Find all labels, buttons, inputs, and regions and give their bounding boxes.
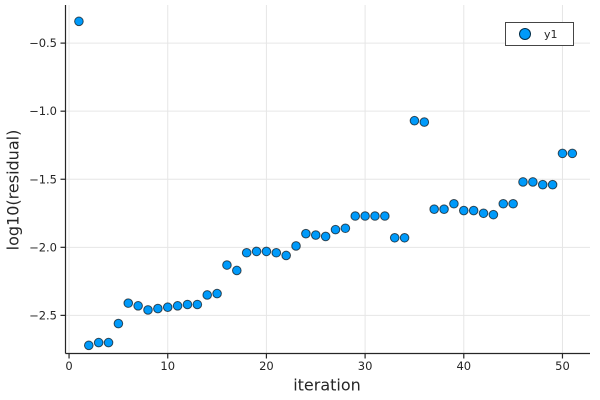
data-point: [310, 230, 321, 240]
data-point: [439, 204, 449, 214]
data-point: [429, 204, 439, 214]
data-point: [508, 198, 518, 209]
data-point: [291, 241, 301, 251]
data-point: [419, 117, 430, 127]
data-point: [409, 115, 420, 126]
data-point: [537, 179, 548, 190]
data-point: [399, 232, 410, 243]
data-point: [468, 205, 479, 216]
data-point: [212, 288, 222, 299]
data-point: [547, 179, 558, 190]
data-point: [557, 148, 568, 159]
data-point: [103, 337, 114, 348]
data-point: [202, 290, 213, 300]
data-point: [518, 177, 528, 187]
x-tick-label: 30: [358, 359, 373, 373]
data-point: [301, 228, 311, 239]
data-point: [172, 301, 183, 311]
data-point: [162, 302, 173, 313]
data-point: [449, 198, 459, 209]
data-point: [458, 205, 469, 216]
legend-marker-icon: [519, 28, 531, 40]
y-tick-label: −2.5: [29, 308, 57, 322]
y-tick-label: −0.5: [29, 36, 57, 50]
data-point: [340, 223, 351, 234]
x-tick-label: 10: [160, 359, 175, 373]
data-point: [74, 16, 84, 27]
data-point: [370, 211, 380, 221]
data-point: [113, 318, 124, 329]
data-point: [281, 250, 291, 261]
legend: y1: [505, 22, 574, 46]
data-point: [330, 224, 341, 235]
data-point: [182, 299, 193, 310]
data-point: [251, 246, 262, 257]
data-point: [83, 340, 94, 351]
data-point: [232, 265, 242, 276]
x-tick-label: 40: [456, 359, 471, 373]
data-point: [528, 177, 538, 187]
x-tick-label: 20: [259, 359, 274, 373]
data-point: [271, 247, 282, 258]
data-point: [153, 303, 163, 314]
x-tick-label: 0: [65, 359, 72, 373]
data-point: [478, 208, 489, 219]
y-tick-label: −1.0: [29, 104, 57, 118]
data-point: [498, 198, 509, 209]
data-point: [261, 246, 272, 257]
data-point: [241, 247, 252, 258]
data-point: [350, 211, 361, 221]
data-point: [567, 148, 578, 159]
data-point: [389, 232, 400, 243]
x-tick-label: 50: [555, 359, 570, 373]
y-tick-label: −2.0: [29, 240, 57, 254]
data-point: [360, 211, 370, 221]
data-point: [222, 260, 232, 270]
data-point: [380, 211, 390, 221]
x-axis-label: iteration: [293, 375, 361, 395]
legend-series-label: y1: [544, 27, 558, 41]
data-point: [192, 299, 203, 310]
data-point: [123, 298, 134, 308]
data-point: [488, 209, 499, 220]
data-point: [133, 301, 143, 311]
y-axis-label: log10(residual): [3, 129, 23, 251]
data-point: [93, 337, 104, 348]
data-point: [320, 231, 331, 242]
y-tick-label: −1.5: [29, 172, 57, 186]
data-point: [143, 305, 153, 315]
